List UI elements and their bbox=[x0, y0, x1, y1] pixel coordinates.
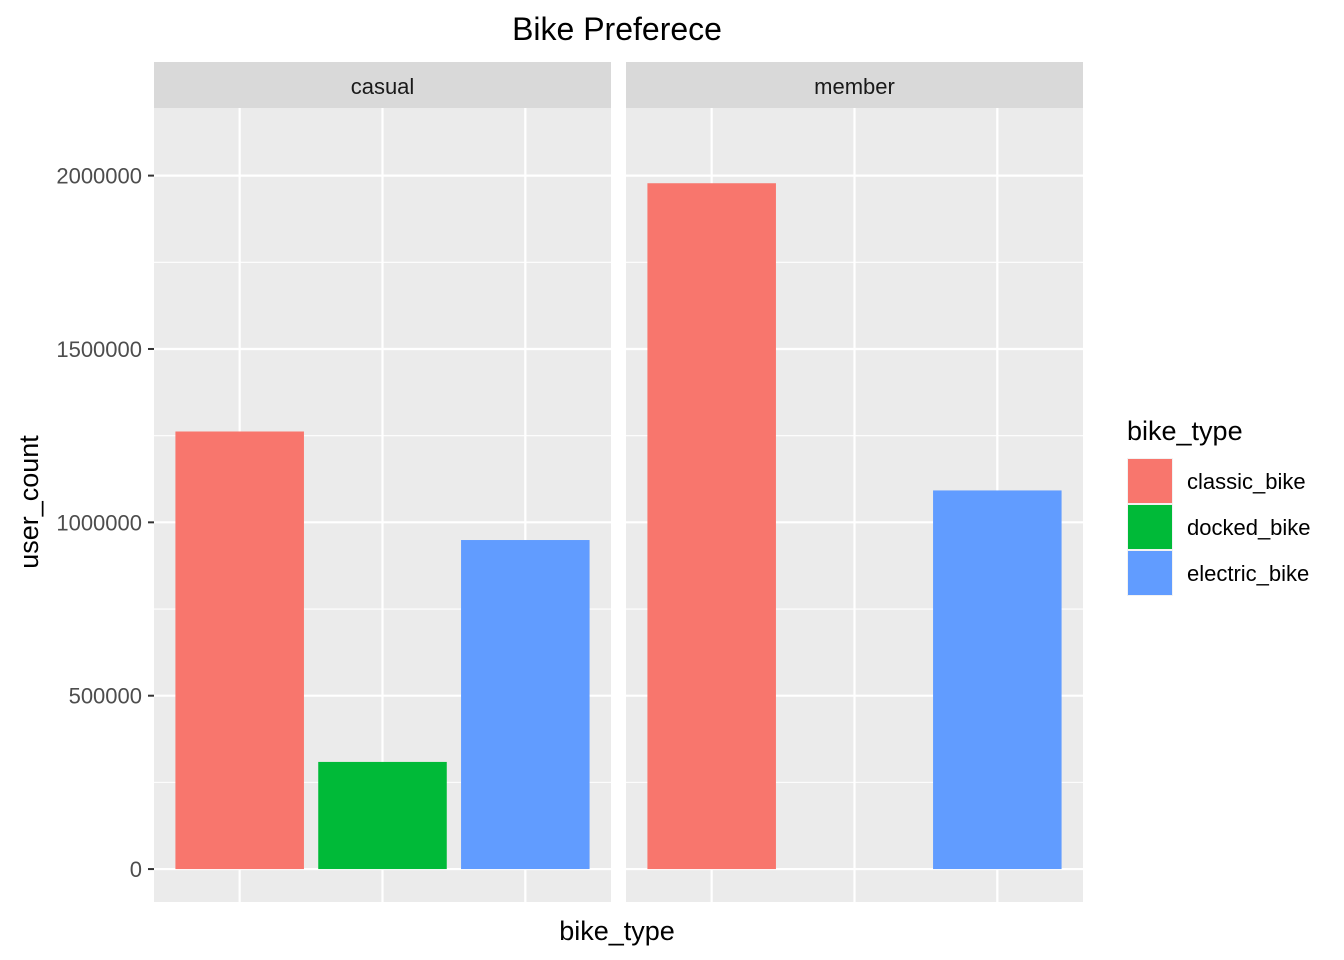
y-tick-label: 1000000 bbox=[56, 510, 142, 535]
facet-panels: casual member bbox=[154, 62, 1083, 902]
legend-swatch-docked_bike bbox=[1128, 505, 1172, 549]
facet-strip bbox=[154, 62, 611, 108]
bar-member-classic_bike bbox=[647, 183, 776, 870]
y-axis: 0 500000 1000000 1500000 2000000 bbox=[56, 164, 154, 882]
legend-title: bike_type bbox=[1127, 416, 1243, 446]
bar-casual-docked_bike bbox=[318, 761, 447, 870]
legend-label-docked_bike: docked_bike bbox=[1187, 515, 1311, 540]
facet-strip-label: member bbox=[814, 74, 895, 99]
legend-swatch-electric_bike bbox=[1128, 551, 1172, 595]
bar-member-electric_bike bbox=[933, 490, 1062, 870]
chart-title: Bike Preferece bbox=[512, 11, 722, 47]
legend-swatch-classic_bike bbox=[1128, 459, 1172, 503]
bar-casual-electric_bike bbox=[461, 540, 590, 870]
legend-items: classic_bike docked_bike electric_bike bbox=[1127, 458, 1311, 596]
facet-panel-casual: casual bbox=[154, 62, 611, 902]
legend: bike_type classic_bike docked_bikeelectri… bbox=[1127, 416, 1311, 596]
facet-strip-label: casual bbox=[351, 74, 415, 99]
y-tick-label: 2000000 bbox=[56, 164, 142, 189]
y-tick-label: 0 bbox=[130, 857, 142, 882]
legend-label-electric_bike: electric_bike bbox=[1187, 561, 1309, 586]
x-axis-label: bike_type bbox=[559, 916, 675, 946]
y-tick-label: 500000 bbox=[69, 684, 142, 709]
legend-label-classic_bike: classic_bike bbox=[1187, 469, 1306, 494]
y-axis-label: user_count bbox=[14, 435, 44, 569]
y-tick-label: 1500000 bbox=[56, 337, 142, 362]
facet-strip bbox=[626, 62, 1083, 108]
bar-casual-classic_bike bbox=[175, 431, 304, 870]
facet-panel-member: member bbox=[626, 62, 1083, 902]
